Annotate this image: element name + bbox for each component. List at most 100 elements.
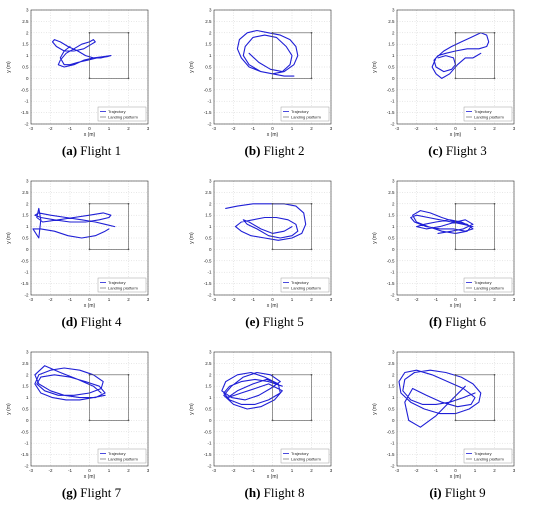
x-tick-label: 0 [88, 297, 91, 302]
y-tick-label: 1.5 [22, 42, 29, 47]
panel-letter: (h) [244, 485, 261, 500]
y-tick-label: -1.5 [204, 281, 212, 286]
y-tick-label: -1.5 [21, 452, 29, 457]
chart-svg: -3 -2 -1 0 1 2 3-2-1.5-1-0.500.511.522.53x (m)… [189, 8, 333, 139]
x-tick-label: 2 [310, 297, 313, 302]
x-tick-label: -2 [414, 468, 418, 473]
y-tick-label: 2.5 [205, 361, 212, 366]
panel-caption: (i) Flight 9 [366, 485, 549, 501]
x-tick-label: 1 [108, 297, 111, 302]
y-tick-label: 1.5 [388, 384, 395, 389]
x-tick-label: -1 [251, 126, 255, 131]
y-tick-label: 3 [392, 8, 395, 13]
y-axis-label: y (m) [372, 403, 378, 415]
landing-platform-marker [271, 248, 274, 251]
x-tick-label: 0 [454, 297, 457, 302]
y-tick-label: 3 [26, 179, 29, 184]
x-tick-label: 2 [493, 297, 496, 302]
legend-box [463, 277, 513, 293]
y-tick-label: 0.5 [388, 407, 395, 412]
y-tick-label: 2.5 [388, 19, 395, 24]
chart-panel-i: -3 -2 -1 0 1 2 3 -2 -1.5 -1 -0.5 0 0.5 1 1.5 2 2.5 3 x (m)… [366, 342, 549, 513]
legend-box [280, 448, 330, 464]
y-tick-label: -0.5 [387, 429, 395, 434]
landing-platform-marker [88, 77, 91, 80]
chart-svg: -3 -2 -1 0 1 2 3-2-1.5-1-0.500.511.522.53x (m)… [6, 8, 150, 139]
panel-caption-text: Flight 7 [77, 485, 122, 500]
x-tick-label: -1 [68, 468, 72, 473]
x-axis-label: x (m) [450, 132, 462, 138]
legend-label-trajectory: Trajectory [291, 109, 309, 114]
chart-panel-d: -3 -2 -1 0 1 2 3 -2 -1.5 -1 -0.5 0 0.5 1 1.5 2 2.5 3 x (m)… [0, 171, 183, 342]
landing-platform-marker [127, 77, 130, 80]
y-tick-label: 2.5 [205, 19, 212, 24]
y-tick-label: -1.5 [204, 452, 212, 457]
x-tick-label: 0 [271, 126, 274, 131]
y-tick-label: -2 [207, 293, 211, 298]
y-tick-label: 2.5 [388, 361, 395, 366]
panel-caption-text: Flight 9 [441, 485, 486, 500]
x-tick-label: -3 [212, 126, 216, 131]
landing-platform-marker [310, 419, 313, 422]
x-tick-label: -3 [395, 126, 399, 131]
trajectory-line [221, 371, 283, 410]
y-tick-label: -0.5 [387, 258, 395, 263]
chart-panel-h: -3 -2 -1 0 1 2 3 -2 -1.5 -1 -0.5 0 0.5 1 1.5 2 2.5 3 x (m)… [183, 342, 366, 513]
y-tick-label: -0.5 [387, 87, 395, 92]
y-tick-label: -2 [390, 293, 394, 298]
x-tick-label: -3 [29, 297, 33, 302]
chart-svg: -3 -2 -1 0 1 2 3-2-1.5-1-0.500.511.522.53x (m)… [372, 8, 516, 139]
y-tick-label: 1.5 [205, 42, 212, 47]
y-tick-label: -1.5 [21, 110, 29, 115]
y-tick-label: 2.5 [22, 190, 29, 195]
trajectory-line [431, 32, 490, 79]
y-tick-label: 0.5 [22, 236, 29, 241]
legend-label-platform: Landing platform [291, 115, 321, 120]
panel-letter: (d) [61, 314, 78, 329]
landing-platform-marker [454, 248, 457, 251]
y-tick-label: -1 [24, 270, 28, 275]
y-tick-label: 0 [26, 418, 29, 423]
y-tick-label: 2 [26, 30, 29, 35]
x-tick-label: 0 [271, 468, 274, 473]
x-tick-label: 0 [88, 468, 91, 473]
y-tick-label: -2 [207, 122, 211, 127]
y-axis-label: y (m) [372, 232, 378, 244]
landing-platform-marker [271, 31, 274, 34]
x-axis-label: x (m) [267, 474, 279, 480]
panel-caption: (f) Flight 6 [366, 314, 549, 330]
landing-platform-marker [88, 31, 91, 34]
x-tick-label: 1 [474, 297, 477, 302]
y-tick-label: 3 [209, 350, 212, 355]
legend-box [97, 448, 147, 464]
x-tick-label: -2 [48, 468, 52, 473]
panel-caption-text: Flight 5 [259, 314, 304, 329]
landing-platform-marker [454, 373, 457, 376]
y-tick-label: 3 [26, 350, 29, 355]
x-tick-label: 1 [108, 468, 111, 473]
chart-svg: -3 -2 -1 0 1 2 3-2-1.5-1-0.500.511.522.53x (m)… [372, 350, 516, 481]
x-tick-label: 2 [127, 297, 130, 302]
y-tick-label: 3 [392, 179, 395, 184]
axes-frame [30, 180, 149, 296]
y-tick-label: 1.5 [22, 213, 29, 218]
landing-platform-marker [271, 373, 274, 376]
y-tick-label: 2 [392, 372, 395, 377]
chart-panel-c: -3 -2 -1 0 1 2 3 -2 -1.5 -1 -0.5 0 0.5 1 1.5 2 2.5 3 x (m)… [366, 0, 549, 171]
x-tick-label: 3 [147, 126, 150, 131]
legend-box [280, 106, 330, 122]
legend-label-trajectory: Trajectory [108, 451, 126, 456]
chart-panel-f: -3 -2 -1 0 1 2 3 -2 -1.5 -1 -0.5 0 0.5 1 1.5 2 2.5 3 x (m)… [366, 171, 549, 342]
y-tick-label: 0 [392, 76, 395, 81]
y-tick-label: 1 [26, 395, 29, 400]
y-tick-label: 1 [209, 53, 212, 58]
landing-platform-marker [493, 202, 496, 205]
x-axis-label: x (m) [84, 303, 96, 309]
x-tick-label: 2 [127, 468, 130, 473]
x-tick-label: -3 [29, 126, 33, 131]
axes-frame [30, 351, 149, 467]
x-tick-label: 3 [330, 297, 333, 302]
trajectory-line [398, 369, 482, 428]
